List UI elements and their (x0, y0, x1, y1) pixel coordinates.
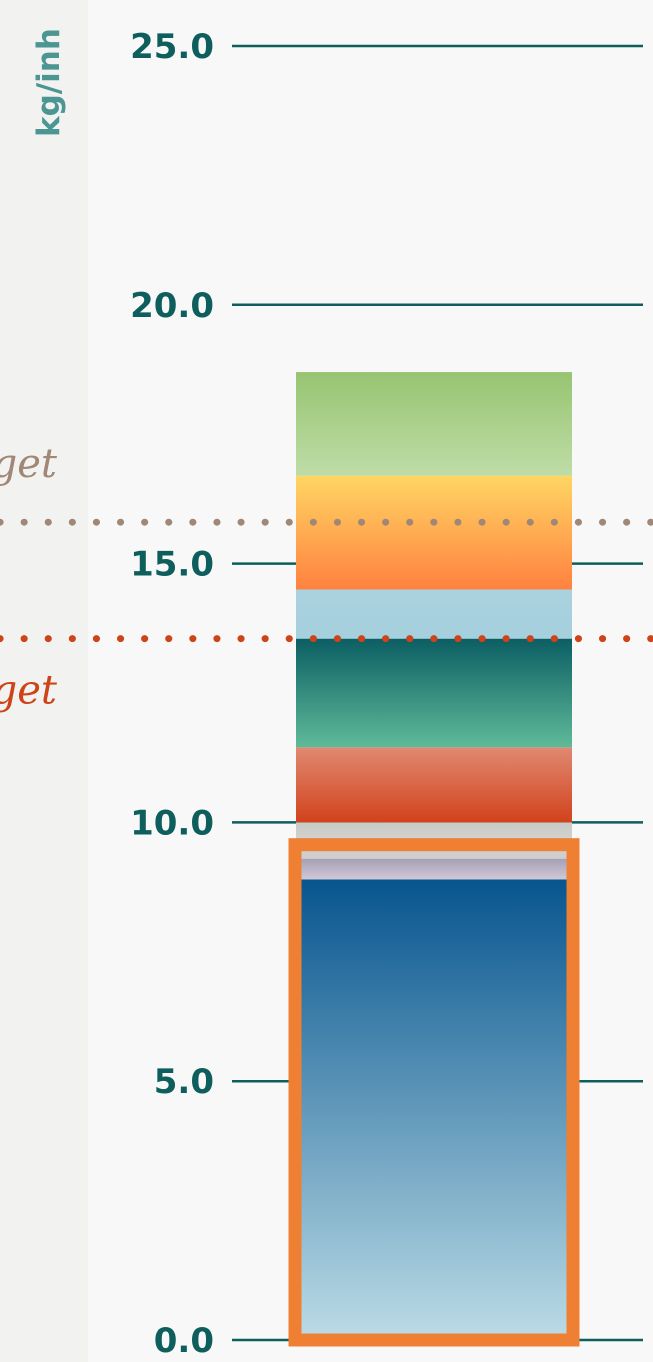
bar-segment (296, 858, 572, 880)
y-axis-unit-label: kg/inh (31, 28, 67, 137)
bar-segment (296, 747, 572, 823)
bar-segment (296, 879, 572, 1340)
y-tick-label: 5.0 (154, 1062, 214, 1102)
reference-lines: get get (0, 441, 653, 714)
highlight-outline (288, 838, 580, 1347)
left-panel-background (0, 0, 88, 1362)
reference-line-label: get (0, 668, 58, 714)
y-tick-label: 15.0 (130, 545, 214, 585)
stacked-bar (288, 372, 580, 1347)
y-axis-ticks: 0.0 5.0 10.0 15.0 20.0 25.0 (130, 27, 214, 1361)
reference-line-label: get (0, 441, 58, 487)
y-tick-label: 25.0 (130, 27, 214, 67)
bar-segment (296, 475, 572, 590)
y-tick-label: 10.0 (130, 803, 214, 843)
bar-segment (296, 589, 572, 639)
bar-segment (296, 638, 572, 748)
bar-segment (296, 372, 572, 476)
y-tick-label: 20.0 (130, 286, 214, 326)
y-tick-label: 0.0 (154, 1321, 214, 1361)
